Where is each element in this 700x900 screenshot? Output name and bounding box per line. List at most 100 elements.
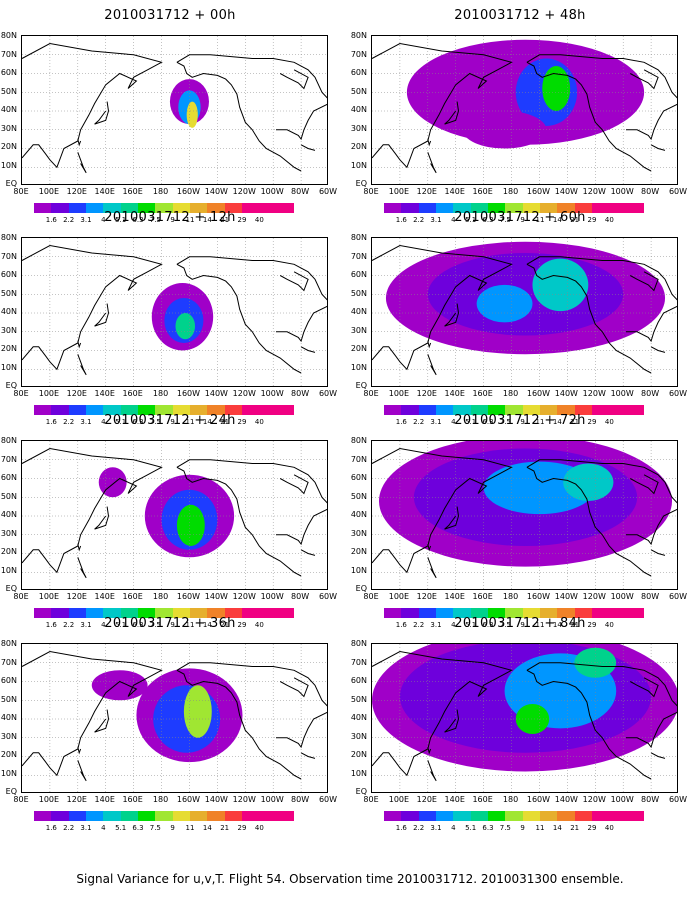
lat-tick-label: 20N [0,142,17,151]
colorbar-swatch [539,811,558,821]
coastline [22,447,163,574]
colorbar-swatch [155,608,173,618]
variance-map [21,440,328,590]
colorbar-swatch [68,608,86,618]
colorbar-tick-label: 2.2 [63,418,75,426]
colorbar-swatch [241,608,260,618]
panel-title: 2010031712 + 36h [104,616,236,631]
coastline [22,42,163,169]
coastline [276,305,327,343]
lat-tick-label: 60N [350,270,367,279]
lat-tick-label: 10N [0,768,17,778]
lon-tick-label: 80W [291,592,310,601]
coastline [279,677,309,698]
coastline [372,42,513,169]
colorbar-swatch [224,608,242,618]
lon-tick-label: 100E [388,592,410,601]
colorbar-swatch [172,405,190,415]
coastline [94,506,110,530]
variance-shading [186,101,198,128]
colorbar-swatch [85,203,104,213]
lon-tick-label: 80E [13,592,29,601]
colorbar-swatch [259,405,277,415]
colorbar-tick-label: 3.1 [430,216,442,224]
colorbar-swatch [224,203,242,213]
lon-tick-label: 60W [318,389,338,398]
coastline [526,662,677,707]
coastline [526,54,677,99]
lon-tick-label: 80E [363,187,379,196]
lat-tick-label: 40N [0,713,17,722]
colorbar-swatch [189,608,208,618]
colorbar-swatch [384,811,402,821]
colorbar-tick-label: 3.1 [80,216,92,224]
colorbar-swatch [241,203,260,213]
colorbar-tick-label: 9 [520,824,525,832]
panel-title: 2010031712 + 24h [104,413,236,428]
lon-tick-label: 160W [176,389,201,398]
lat-tick-label: 60N [0,270,17,279]
colorbar-swatch [470,203,488,213]
colorbar-tick-label: 14 [552,216,562,224]
lat-tick-label: 50N [350,86,367,96]
lon-tick-label: 120W [232,389,256,398]
lon-tick-label: 100W [260,795,284,804]
lat-tick-label: 30N [0,123,17,133]
colorbar-swatch [103,203,121,213]
lat-tick-label: 20N [0,344,17,353]
coastline [77,543,82,552]
lat-tick-label: 30N [350,123,367,133]
lon-tick-label: 160E [122,795,143,804]
lon-tick-label: 120W [582,795,606,804]
colorbar-tick-label: 29 [587,418,597,426]
lon-tick-label: 80E [13,795,29,804]
panel-title: 2010031712 + 00h [104,8,236,23]
lon-tick-label: 140E [444,795,465,804]
colorbar-swatch [103,405,121,415]
colorbar-swatch [51,811,69,821]
colorbar-tick-label: 40 [254,216,264,224]
lon-tick-label: 60W [668,795,688,804]
figure-caption: Signal Variance for u,v,T. Flight 54. Ob… [76,872,624,886]
lon-tick-label: 160E [122,592,143,601]
colorbar-tick-label: 5.1 [465,418,477,426]
colorbar-tick-label: 6.3 [482,216,494,224]
colorbar-tick-label: 2.2 [413,824,425,832]
variance-shading [183,685,212,738]
lat-tick-label: 60N [0,473,17,482]
lat-tick-label: 70N [0,657,17,667]
colorbar-tick-label: 7.5 [499,621,511,629]
lon-tick-label: 140E [94,187,115,196]
colorbar-tick-label: 5.1 [115,621,127,629]
lat-tick-label: 40N [0,510,17,519]
colorbar-swatch [435,405,454,415]
colorbar-tick-label: 4 [451,621,456,629]
colorbar-swatch [574,608,592,618]
colorbar-swatch [591,405,610,415]
lat-tick-label: 40N [350,307,367,316]
coastline [77,760,87,782]
coastline [176,263,302,374]
lon-tick-label: 100W [610,389,634,398]
coastline [444,709,460,733]
lat-tick-label: 50N [0,288,17,298]
lat-tick-label: EQ [5,584,17,593]
colorbar-swatch [435,811,454,821]
lon-tick-label: 160E [122,389,143,398]
colorbar-swatch [85,608,104,618]
colorbar-swatch [453,811,471,821]
coastline [22,650,163,777]
coastline [427,138,432,147]
coastline [626,305,677,343]
colorbar-tick-label: 29 [237,621,247,629]
colorbar-tick-label: 2.2 [413,418,425,426]
colorbar-tick-label: 5.1 [115,418,127,426]
lon-tick-label: 140W [554,592,578,601]
lat-tick-label: 10N [0,160,17,170]
coastline [176,54,327,99]
colorbar-swatch [574,811,592,821]
colorbar-tick-label: 6.3 [482,418,494,426]
coastline [526,466,652,577]
lat-tick-label: 30N [0,731,17,741]
lon-tick-label: 100E [388,795,410,804]
